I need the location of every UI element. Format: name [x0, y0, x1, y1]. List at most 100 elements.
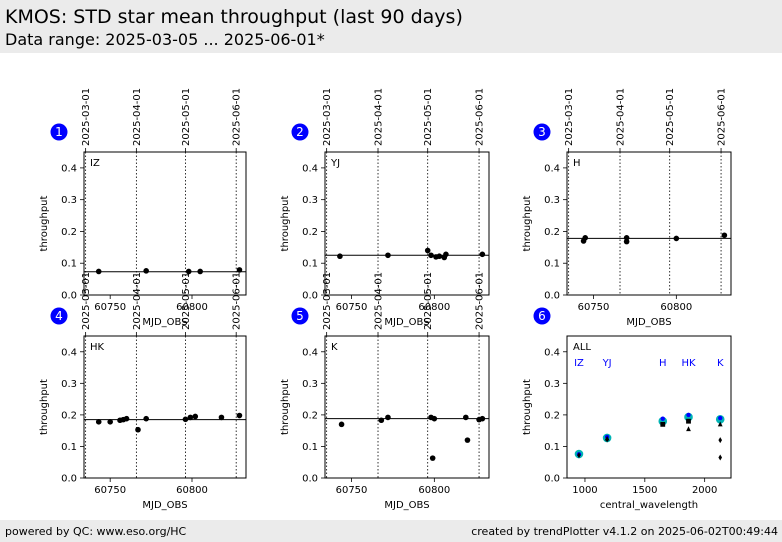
data-point — [187, 414, 194, 421]
chart-panel-3: 3 2025-03-01 2025-04-01 2025-05-01 2025-06-0… — [522, 88, 732, 328]
panel-number-label: 5 — [296, 309, 304, 323]
top-date-tick-label: 2025-04-01 — [616, 88, 627, 146]
plot-frame — [324, 151, 490, 296]
data-point — [429, 455, 436, 461]
top-date-tick-label: 2025-04-01 — [374, 88, 385, 146]
data-point — [385, 252, 391, 259]
y-tick-label: 0.1 — [544, 259, 560, 270]
x-tick-label: 2000 — [692, 485, 717, 496]
data-point — [443, 251, 449, 258]
marker-diamond — [718, 454, 723, 461]
y-tick-label: 0.3 — [544, 379, 560, 390]
chart-panel-1: 1 2025-03-01 2025-04-01 2025-05-01 2025-06-0… — [39, 88, 247, 328]
top-date-tick-label: 2025-04-01 — [132, 272, 143, 330]
data-point — [582, 235, 589, 241]
data-point — [721, 232, 728, 239]
data-point — [337, 253, 343, 260]
footer-powered-by: powered by QC: www.eso.org/HC — [5, 525, 187, 538]
y-tick-label: 0.2 — [61, 410, 77, 421]
data-point — [428, 252, 434, 259]
top-date-tick-label: 2025-04-01 — [374, 272, 385, 330]
data-point — [197, 268, 203, 275]
panel-number-label: 4 — [55, 309, 63, 323]
data-point — [185, 268, 192, 275]
data-point — [192, 413, 199, 420]
x-axis-label: MJD_OBS — [142, 317, 187, 328]
x-axis-label: MJD_OBS — [626, 317, 671, 328]
header-bar: KMOS: STD star mean throughput (last 90 … — [0, 0, 782, 53]
data-point — [338, 421, 345, 428]
panel-number-label: 3 — [538, 125, 546, 139]
y-tick-label: 0.1 — [544, 442, 560, 453]
y-axis-label: throughput — [39, 379, 50, 435]
y-tick-label: 0.3 — [302, 379, 318, 390]
y-tick-label: 0.0 — [302, 291, 318, 302]
band-label: YJ — [602, 358, 612, 369]
y-tick-label: 0.4 — [544, 347, 560, 358]
top-date-tick-label: 2025-05-01 — [181, 272, 192, 330]
panel-number-badge — [291, 307, 309, 325]
top-date-tick-label: 2025-05-01 — [423, 272, 434, 330]
marker-diamond — [718, 437, 723, 444]
y-tick-label: 0.0 — [544, 474, 560, 485]
panel-band-label: HK — [90, 342, 105, 353]
data-point — [143, 415, 149, 422]
x-tick-label: 60800 — [660, 302, 692, 313]
x-tick-label: 60750 — [94, 485, 126, 496]
data-point — [424, 247, 431, 254]
data-point — [464, 437, 471, 443]
data-point — [107, 419, 113, 425]
y-tick-label: 0.2 — [544, 410, 560, 421]
band-label: HK — [681, 358, 696, 369]
x-tick-label: 1500 — [632, 485, 657, 496]
footer-bar: powered by QC: www.eso.org/HC created by… — [0, 520, 782, 542]
y-tick-label: 0.2 — [544, 227, 560, 238]
y-tick-label: 0.1 — [302, 442, 318, 453]
y-axis-label: throughput — [39, 195, 50, 251]
x-tick-label: 60750 — [94, 302, 126, 313]
page-title: KMOS: STD star mean throughput (last 90 … — [5, 6, 463, 28]
top-date-tick-label: 2025-06-01 — [475, 272, 486, 330]
data-point — [236, 267, 243, 273]
data-point — [479, 415, 486, 422]
chart-panel-5: 5 2025-03-01 2025-04-01 2025-05-01 2025-06-0… — [280, 272, 490, 511]
data-point — [673, 235, 680, 242]
top-date-tick-label: 2025-03-01 — [564, 88, 575, 146]
data-point — [479, 251, 486, 258]
marker-circle — [660, 416, 665, 421]
plot-frame — [566, 335, 732, 479]
y-tick-label: 0.2 — [61, 227, 77, 238]
y-tick-label: 0.1 — [61, 259, 77, 270]
marker-square — [686, 418, 691, 424]
marker-diamond — [577, 452, 581, 459]
y-tick-label: 0.0 — [61, 291, 77, 302]
data-point — [143, 268, 149, 274]
data-point — [182, 416, 189, 423]
y-tick-label: 0.0 — [302, 474, 318, 485]
x-tick-label: 60800 — [418, 485, 450, 496]
y-tick-label: 0.4 — [302, 163, 318, 174]
data-point — [385, 414, 391, 421]
chart-panel-4: 4 2025-03-01 2025-04-01 2025-05-01 2025-06-0… — [39, 272, 247, 511]
top-date-tick-label: 2025-03-01 — [81, 88, 92, 146]
y-axis-label: throughput — [522, 195, 533, 251]
marker-diamond — [605, 436, 609, 443]
x-axis-label: central_wavelength — [600, 500, 698, 511]
top-date-tick-label: 2025-06-01 — [475, 88, 486, 146]
x-tick-label: 60750 — [578, 302, 610, 313]
y-tick-label: 0.0 — [61, 474, 77, 485]
y-axis-label: throughput — [522, 379, 533, 435]
y-axis-label: throughput — [280, 379, 291, 435]
y-tick-label: 0.3 — [544, 195, 560, 206]
x-tick-label: 60750 — [336, 302, 368, 313]
data-point — [378, 417, 385, 424]
top-date-tick-label: 2025-05-01 — [181, 88, 192, 146]
data-point — [123, 415, 130, 422]
band-label: IZ — [574, 358, 584, 369]
marker-square — [660, 421, 666, 427]
data-point — [236, 412, 243, 419]
x-axis-label: MJD_OBS — [142, 500, 187, 511]
y-tick-label: 0.1 — [61, 442, 77, 453]
y-tick-label: 0.0 — [544, 291, 560, 302]
